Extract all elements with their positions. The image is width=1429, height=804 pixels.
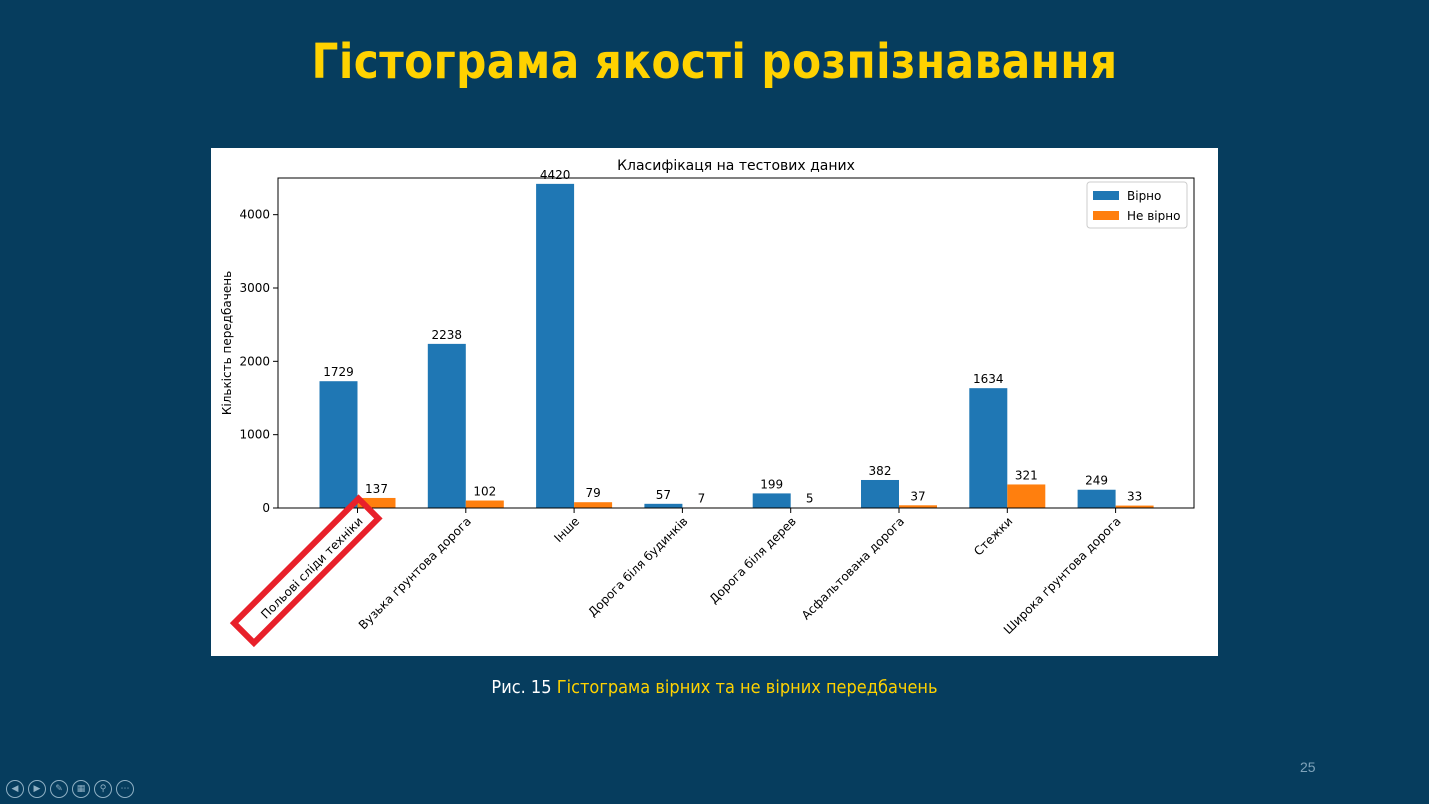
legend-label: Не вірно	[1127, 209, 1180, 223]
legend-label: Вірно	[1127, 189, 1161, 203]
data-label: 1729	[323, 365, 354, 379]
previous-slide-button[interactable]: ◀	[6, 780, 24, 798]
data-label: 102	[473, 485, 496, 499]
x-tick-label: Дорога біля дерев	[707, 514, 799, 606]
y-axis-label: Кількість передбачень	[220, 271, 234, 415]
y-tick-label: 1000	[239, 428, 270, 442]
bar-correct	[861, 479, 899, 508]
data-label: 4420	[540, 168, 571, 182]
x-tick-label: Польові сліди техніки	[258, 514, 365, 621]
y-tick-label: 4000	[239, 208, 270, 222]
x-tick-label: Дорога біля будинків	[585, 514, 690, 619]
more-options-button[interactable]: ⋯	[116, 780, 134, 798]
see-all-slides-button[interactable]: ▦	[72, 780, 90, 798]
data-label: 37	[910, 489, 925, 503]
bar-correct	[644, 503, 683, 508]
data-label: 321	[1015, 468, 1038, 482]
data-label: 2238	[432, 328, 463, 342]
slideshow-toolbar: ◀ ▶ ✎ ▦ ⚲ ⋯	[6, 780, 134, 798]
legend-swatch	[1093, 211, 1119, 220]
data-label: 199	[760, 477, 783, 491]
data-label: 5	[806, 492, 814, 506]
zoom-button[interactable]: ⚲	[94, 780, 112, 798]
data-label: 57	[656, 488, 671, 502]
pen-tool-button[interactable]: ✎	[50, 780, 68, 798]
bar-incorrect	[465, 500, 504, 508]
next-slide-button[interactable]: ▶	[28, 780, 46, 798]
data-label: 382	[869, 464, 892, 478]
bar-correct	[536, 183, 575, 508]
y-tick-label: 2000	[239, 354, 270, 368]
page-number: 25	[1300, 759, 1316, 775]
bar-incorrect	[574, 502, 613, 508]
data-label: 1634	[973, 372, 1004, 386]
data-label: 249	[1085, 474, 1108, 488]
bar-correct	[969, 388, 1008, 508]
chart-title: Класифікаця на тестових даних	[617, 158, 855, 174]
x-tick-label: Широка ґрунтова дорога	[1001, 514, 1124, 637]
x-tick-label: Асфальтована дорога	[799, 514, 907, 622]
bar-correct	[319, 381, 358, 508]
chart-figure: Класифікаця на тестових даних Кількість п…	[211, 148, 1218, 656]
figure-caption: Рис. 15 Гістограма вірних та не вірних п…	[71, 677, 1357, 698]
data-label: 137	[365, 482, 388, 496]
bar-correct	[427, 343, 466, 508]
bar-correct	[1077, 489, 1116, 508]
slide-title: Гістограма якості розпізнавання	[311, 34, 1118, 90]
x-tick-label: Стежки	[971, 514, 1015, 558]
y-tick-label: 3000	[239, 281, 270, 295]
bar-correct	[752, 493, 791, 508]
bar-incorrect	[899, 505, 937, 508]
y-tick-label: 0	[262, 501, 270, 515]
caption-text: Гістограма вірних та не вірних передбаче…	[556, 677, 938, 698]
data-label: 7	[698, 491, 706, 505]
x-tick-label: Вузька ґрунтова дорога	[356, 514, 474, 632]
legend-swatch	[1093, 191, 1119, 200]
data-label: 33	[1127, 490, 1142, 504]
bar-incorrect	[1007, 484, 1046, 508]
bar-incorrect	[357, 497, 396, 508]
data-label: 79	[585, 486, 600, 500]
bar-chart: Класифікаця на тестових даних Кількість п…	[220, 158, 1195, 648]
plot-frame	[277, 177, 1195, 509]
bar-incorrect	[1115, 505, 1154, 508]
x-tick-label: Інше	[551, 514, 582, 545]
highlight-box	[229, 494, 383, 648]
caption-prefix: Рис. 15	[491, 677, 552, 698]
